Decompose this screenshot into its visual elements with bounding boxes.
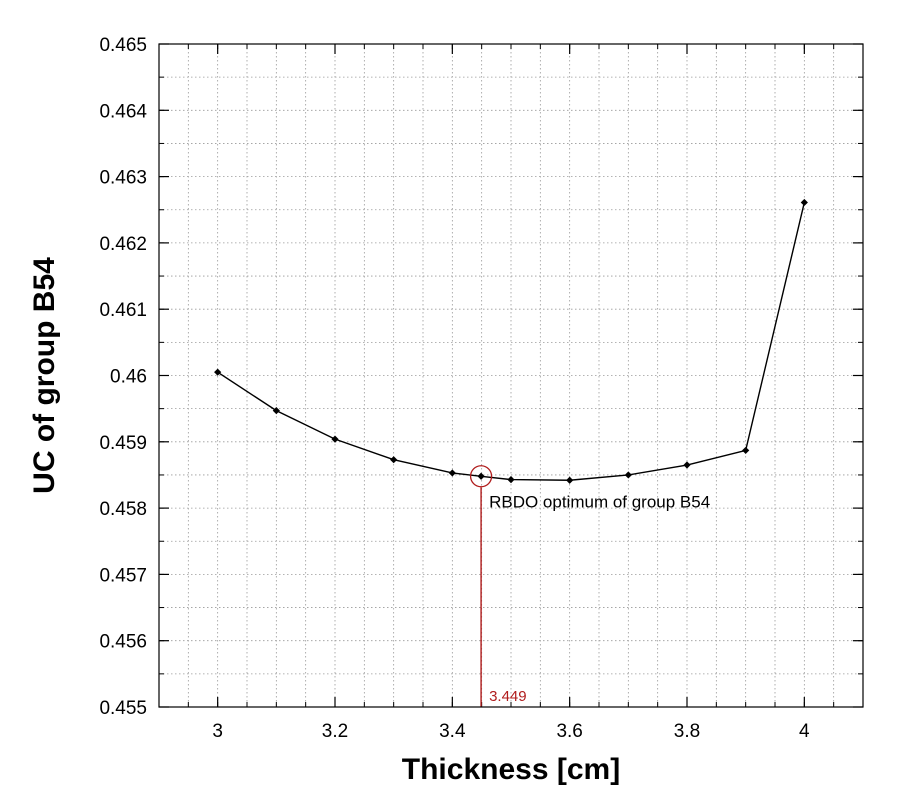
- optimum-circle: [469, 465, 493, 488]
- y-tick-label: 0.458: [99, 499, 147, 520]
- y-tick-label: 0.46: [110, 367, 147, 388]
- data-point-marker: [742, 446, 750, 455]
- y-tick-label: 0.455: [99, 698, 147, 719]
- x-tick-label: 3.8: [674, 721, 700, 742]
- data-point-marker: [390, 456, 398, 464]
- data-point-marker: [448, 469, 456, 477]
- x-tick-label: 3.2: [322, 721, 348, 742]
- x-tick-label: 3: [212, 721, 223, 742]
- data-point-marker: [683, 461, 691, 469]
- data-point-marker: [214, 368, 222, 376]
- data-point-marker: [507, 475, 515, 484]
- y-tick-label: 0.461: [99, 300, 147, 321]
- data-point-marker: [477, 472, 485, 480]
- x-tick-label: 4: [799, 721, 810, 742]
- plot-frame: [158, 43, 864, 708]
- y-tick-label: 0.457: [99, 565, 147, 586]
- x-tick-label: 3.6: [556, 721, 582, 742]
- y-tick-label: 0.464: [99, 101, 147, 122]
- optimum-label: RBDO optimum of group B54: [489, 492, 710, 511]
- annotation-layer: RBDO optimum of group B54 3.449: [469, 465, 710, 707]
- y-tick-label: 0.463: [99, 168, 147, 189]
- y-axis-title: UC of group B54: [28, 257, 61, 494]
- tick-labels: 3 3.2 3.4 3.6 3.8 4 0.455 0.456 0.457 0.458 0.459 0…: [99, 35, 810, 742]
- x-axis-title: Thickness [cm]: [402, 753, 620, 786]
- x-tick-label: 3.4: [439, 721, 466, 742]
- data-point-marker: [800, 198, 808, 207]
- series-layer: [214, 198, 808, 484]
- data-point-marker: [331, 435, 339, 443]
- y-tick-label: 0.459: [99, 433, 147, 454]
- series-line: [217, 202, 806, 481]
- y-tick-label: 0.462: [99, 234, 147, 255]
- y-tick-label: 0.465: [99, 35, 147, 56]
- data-point-marker: [272, 407, 280, 415]
- data-point-marker: [566, 476, 574, 484]
- data-point-marker: [624, 471, 632, 479]
- optimum-value-label: 3.449: [489, 688, 527, 705]
- y-tick-label: 0.456: [99, 632, 147, 653]
- minor-grid: [159, 44, 863, 707]
